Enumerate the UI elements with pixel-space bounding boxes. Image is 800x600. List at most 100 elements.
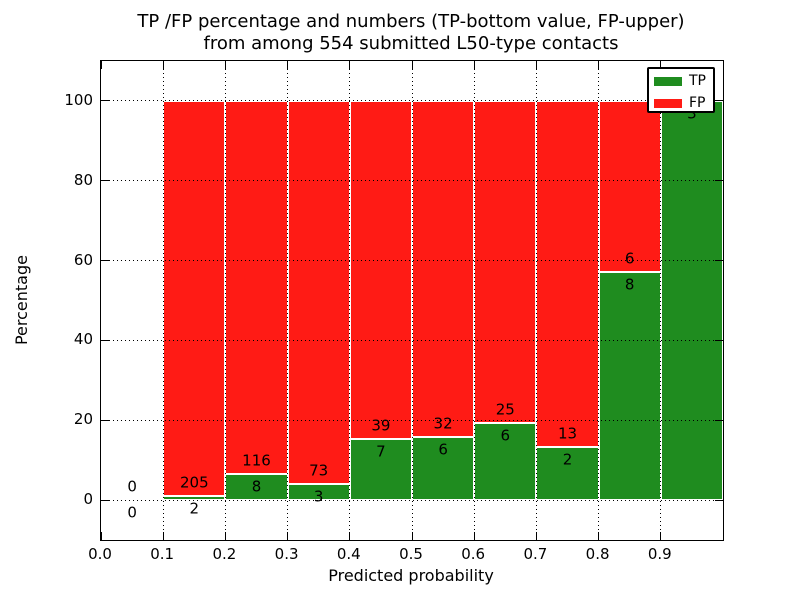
y-tick-label: 60 [73, 250, 93, 269]
x-tick-mark-top [660, 61, 662, 69]
x-tick-mark [100, 532, 102, 540]
tp-count-label: 7 [376, 442, 386, 461]
x-tick-label: 0.1 [150, 545, 175, 563]
gridline-horizontal [101, 180, 723, 182]
x-tick-label: 0.2 [212, 545, 237, 563]
bar-tp [349, 439, 412, 501]
x-tick-mark-top [598, 61, 600, 69]
x-tick-mark-top [162, 61, 164, 69]
tp-count-label: 0 [127, 503, 137, 522]
tp-count-label: 8 [251, 477, 262, 496]
bar-tp [474, 422, 537, 501]
y-tick-mark-right [715, 419, 723, 421]
gridline-vertical [411, 61, 413, 540]
fp-count-label: 73 [309, 461, 329, 480]
plot-area: 00205211687333973262561326803 [100, 60, 724, 541]
y-tick-mark-right [715, 100, 723, 102]
y-tick-label: 20 [73, 410, 93, 429]
legend-item: TP [654, 74, 713, 88]
x-axis-label: Predicted probability [328, 566, 494, 585]
fp-count-label: 205 [179, 473, 209, 492]
bar-fp [349, 100, 412, 440]
y-tick-mark [101, 419, 109, 421]
fp-legend-swatch [654, 98, 682, 108]
legend: TP FP [647, 67, 715, 113]
x-tick-label: 0.5 [399, 545, 423, 563]
gridline-vertical [162, 61, 164, 540]
y-tick-label: 40 [73, 330, 93, 349]
bar-fp [474, 100, 537, 423]
x-tick-mark [535, 532, 537, 540]
tp-count-label: 8 [624, 275, 635, 294]
gridline-vertical [287, 61, 289, 540]
fp-count-label: 116 [242, 451, 271, 470]
x-tick-mark-top [349, 61, 351, 69]
gridline-vertical [598, 61, 600, 540]
x-tick-mark [224, 532, 226, 540]
bar-tp [660, 100, 723, 501]
x-tick-mark-top [100, 61, 102, 69]
fp-count-label: 25 [495, 400, 515, 419]
y-tick-mark [101, 180, 109, 182]
y-axis-label: Percentage [12, 255, 31, 346]
x-tick-mark [598, 532, 600, 540]
y-tick-label: 0 [83, 490, 93, 509]
bar-fp [412, 100, 475, 438]
tp-count-label: 3 [313, 487, 324, 506]
x-tick-label: 0.4 [336, 545, 361, 563]
y-tick-label: 80 [73, 170, 93, 189]
x-tick-mark [473, 532, 475, 540]
tp-legend-swatch [654, 76, 682, 86]
x-tick-label: 0.0 [88, 545, 112, 563]
legend-label: TP [689, 73, 706, 89]
x-tick-mark-top [411, 61, 413, 69]
x-tick-label: 0.7 [523, 545, 548, 563]
gridline-vertical [473, 61, 475, 540]
bar-tp [536, 446, 599, 501]
bar-tp [412, 437, 475, 501]
legend-item: FP [654, 96, 713, 110]
y-tick-mark-right [715, 499, 723, 501]
chart-title-line2: from among 554 submitted L50-type contac… [203, 33, 619, 54]
gridline-vertical [535, 61, 537, 540]
gridline-vertical [660, 61, 662, 540]
x-tick-mark [162, 532, 164, 540]
tp-count-label: 2 [562, 450, 573, 469]
bar-fp [598, 100, 661, 272]
x-tick-label: 0.6 [461, 545, 486, 563]
y-tick-mark [101, 339, 109, 341]
x-tick-mark [349, 532, 351, 540]
gridline-horizontal [101, 260, 723, 262]
x-tick-mark-top [287, 61, 289, 69]
gridline-horizontal [101, 499, 723, 501]
y-tick-label: 100 [64, 90, 93, 109]
bar-fp [287, 100, 350, 485]
bar-fp [163, 100, 226, 497]
bar-tp [287, 484, 350, 501]
fp-count-label: 6 [624, 249, 635, 268]
gridline-vertical [349, 61, 351, 540]
tp-count-label: 3 [687, 104, 697, 123]
x-tick-mark-top [224, 61, 226, 69]
y-tick-mark [101, 100, 109, 102]
tp-count-label: 2 [189, 499, 200, 518]
fp-count-label: 39 [371, 416, 391, 435]
legend-label: FP [689, 95, 706, 111]
y-tick-mark-right [715, 260, 723, 262]
x-tick-mark [411, 532, 413, 540]
x-tick-label: 0.9 [647, 545, 672, 563]
x-tick-mark-top [535, 61, 537, 69]
bar-tp [598, 271, 661, 501]
fp-count-label: 13 [557, 424, 578, 443]
x-tick-mark [660, 532, 662, 540]
chart-title-line1: TP /FP percentage and numbers (TP-bottom… [137, 11, 685, 32]
y-tick-mark-right [715, 180, 723, 182]
gridline-horizontal [101, 419, 723, 421]
gridline-vertical [224, 61, 226, 540]
y-tick-mark [101, 260, 109, 262]
x-tick-mark [287, 532, 289, 540]
gridline-horizontal [101, 100, 723, 102]
bar-fp [225, 100, 288, 475]
y-tick-mark-right [715, 339, 723, 341]
